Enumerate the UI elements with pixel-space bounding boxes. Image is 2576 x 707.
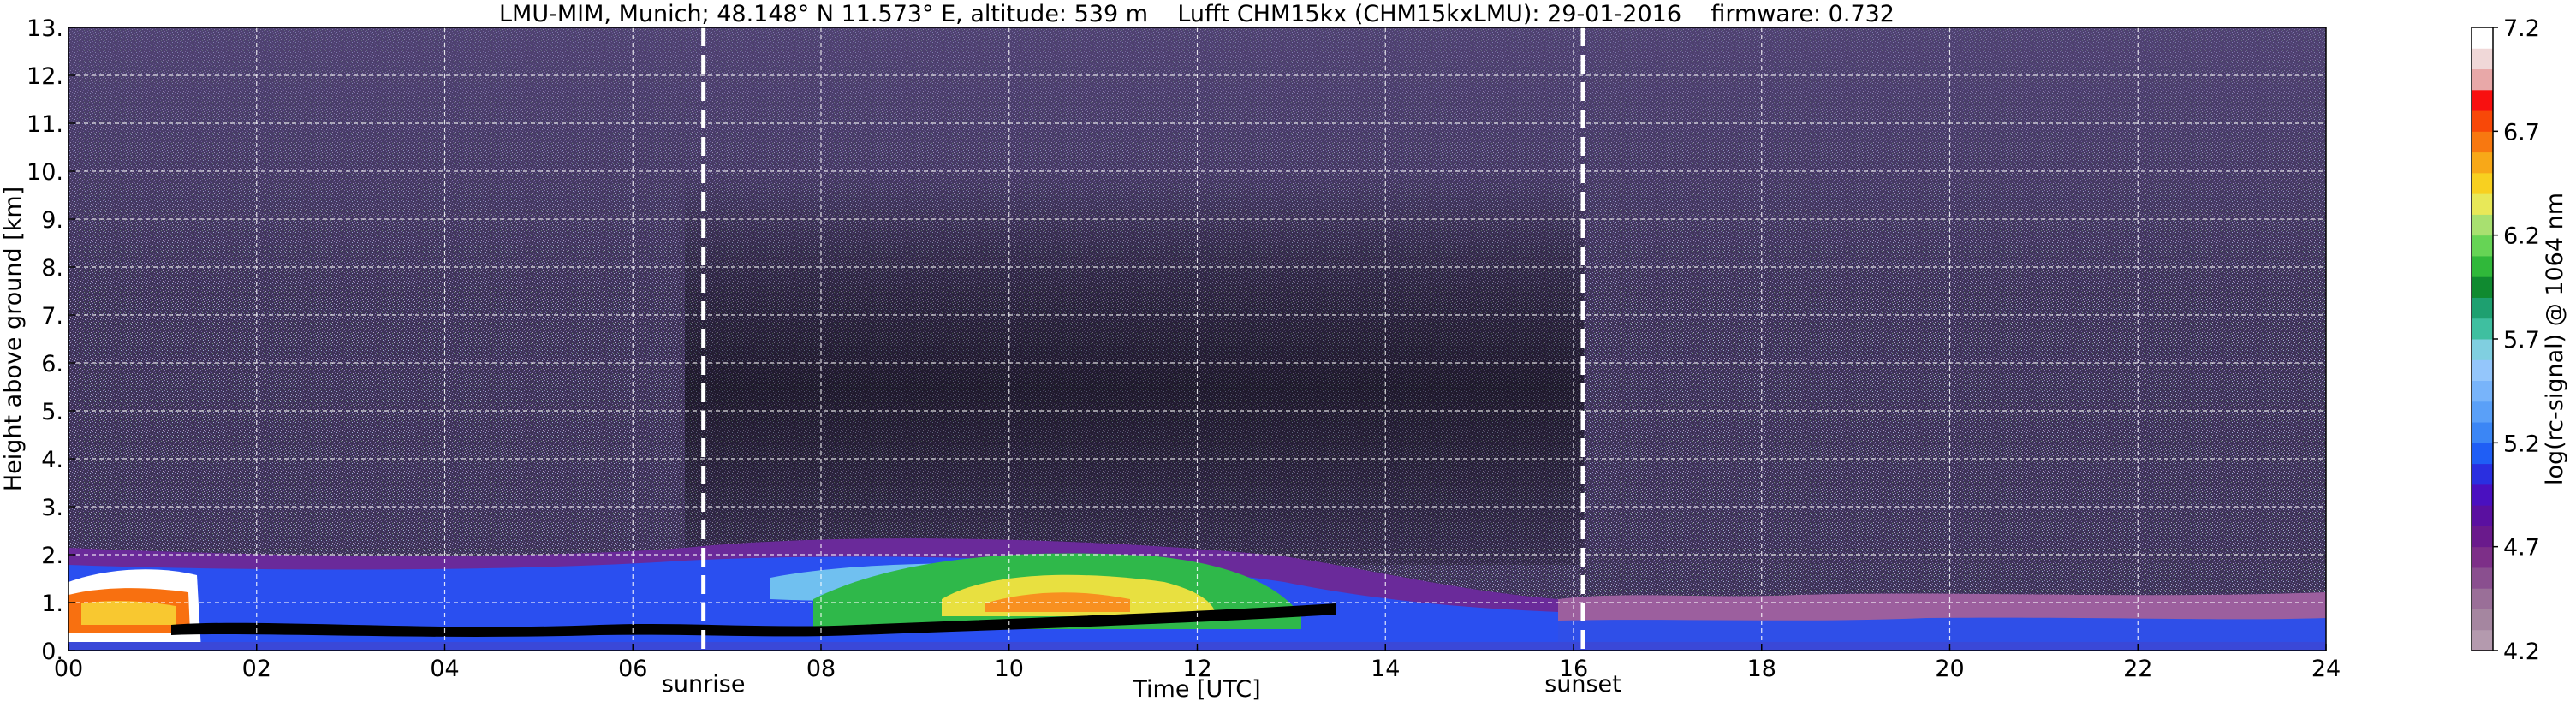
x-tick-label: 20 <box>1935 656 1964 682</box>
colorbar-segment <box>2472 609 2493 631</box>
y-tick-label: 9. <box>41 207 63 234</box>
marker-label-sunrise: sunrise <box>662 671 746 698</box>
colorbar-segment <box>2472 89 2493 111</box>
y-tick-label: 10. <box>27 159 63 186</box>
colorbar-segment <box>2472 27 2493 49</box>
x-tick-label: 06 <box>618 656 647 682</box>
colorbar-segment <box>2472 401 2493 423</box>
x-axis-label: Time [UTC] <box>1132 676 1260 703</box>
colorbar-segment <box>2472 68 2493 91</box>
colorbar-segment <box>2472 255 2493 277</box>
y-tick-label: 2. <box>41 543 63 569</box>
colorbar-segment <box>2472 422 2493 443</box>
colorbar-tick-label: 4.2 <box>2503 639 2540 665</box>
x-tick-label: 10 <box>995 656 1024 682</box>
x-tick-label: 00 <box>54 656 83 682</box>
colorbar-tick-label: 4.7 <box>2503 535 2540 561</box>
colorbar-segment <box>2472 48 2493 70</box>
colorbar-segment <box>2472 505 2493 526</box>
x-tick-label: 02 <box>242 656 271 682</box>
colorbar-segment <box>2472 484 2493 506</box>
x-tick-label: 18 <box>1747 656 1776 682</box>
colorbar-segment <box>2472 152 2493 174</box>
y-tick-label: 4. <box>41 447 63 473</box>
colorbar-segment <box>2472 297 2493 319</box>
colorbar-segment <box>2472 172 2493 194</box>
evening-blue-layer <box>1558 617 2326 644</box>
y-axis-label: Height above ground [km] <box>0 187 27 491</box>
colorbar-segment <box>2472 214 2493 236</box>
y-tick-label: 0. <box>41 639 63 665</box>
colorbar-segment <box>2472 339 2493 360</box>
marker-lines: sunrise sunset <box>662 27 1621 698</box>
morning-cloud-yellow <box>81 601 176 625</box>
x-axis-ticks: 00 02 04 06 08 10 12 14 16 18 20 22 24 <box>54 644 2341 682</box>
x-tick-label: 04 <box>430 656 459 682</box>
colorbar-segment <box>2472 380 2493 402</box>
y-tick-label: 12. <box>27 63 63 90</box>
black-signal-band <box>171 603 1336 637</box>
chart-title: LMU-MIM, Munich; 48.148° N 11.573° E, al… <box>499 1 1895 27</box>
colorbar-segment <box>2472 131 2493 153</box>
x-tick-label: 24 <box>2311 656 2341 682</box>
colorbar-segment <box>2472 193 2493 215</box>
colorbar-tick-label: 6.7 <box>2503 119 2540 146</box>
y-tick-label: 7. <box>41 303 63 330</box>
daytime-darkening <box>685 171 1584 565</box>
colorbar-segment <box>2472 546 2493 568</box>
y-tick-label: 5. <box>41 399 63 425</box>
colorbar-segment <box>2472 318 2493 340</box>
colorbar <box>2472 27 2493 651</box>
y-tick-label: 1. <box>41 591 63 617</box>
colorbar-segment <box>2472 110 2493 132</box>
colorbar-segment <box>2472 443 2493 465</box>
x-tick-label: 08 <box>806 656 836 682</box>
x-tick-label: 14 <box>1371 656 1400 682</box>
colorbar-segment <box>2472 567 2493 589</box>
y-tick-label: 11. <box>27 111 63 138</box>
colorbar-tick-label: 6.2 <box>2503 223 2540 250</box>
colorbar-segment <box>2472 526 2493 548</box>
marker-label-sunset: sunset <box>1544 671 1621 698</box>
colorbar-tick-label: 5.7 <box>2503 327 2540 354</box>
x-tick-label: 16 <box>1559 656 1588 682</box>
grid-lines <box>68 27 2326 651</box>
colorbar-ticks: 4.2 4.7 5.2 5.7 6.2 6.7 7.2 <box>2493 15 2540 665</box>
colorbar-segment <box>2472 588 2493 609</box>
y-tick-label: 13. <box>27 15 63 42</box>
colorbar-segment <box>2472 235 2493 257</box>
y-tick-label: 6. <box>41 351 63 377</box>
x-tick-label: 22 <box>2123 656 2152 682</box>
x-tick-label: 12 <box>1182 656 1211 682</box>
colorbar-segment <box>2472 276 2493 298</box>
colorbar-segment <box>2472 359 2493 382</box>
colorbar-tick-label: 7.2 <box>2503 15 2540 42</box>
colorbar-tick-label: 5.2 <box>2503 431 2540 457</box>
colorbar-segment <box>2472 463 2493 485</box>
colorbar-segment <box>2472 629 2493 651</box>
y-tick-label: 3. <box>41 495 63 521</box>
y-tick-label: 8. <box>41 255 63 282</box>
colorbar-label: log(rc-signal) @ 1064 nm <box>2542 193 2568 485</box>
y-axis-ticks: 0. 1. 2. 3. 4. 5. 6. 7. 8. 9. 10. 11. 12. 13. <box>27 15 75 665</box>
